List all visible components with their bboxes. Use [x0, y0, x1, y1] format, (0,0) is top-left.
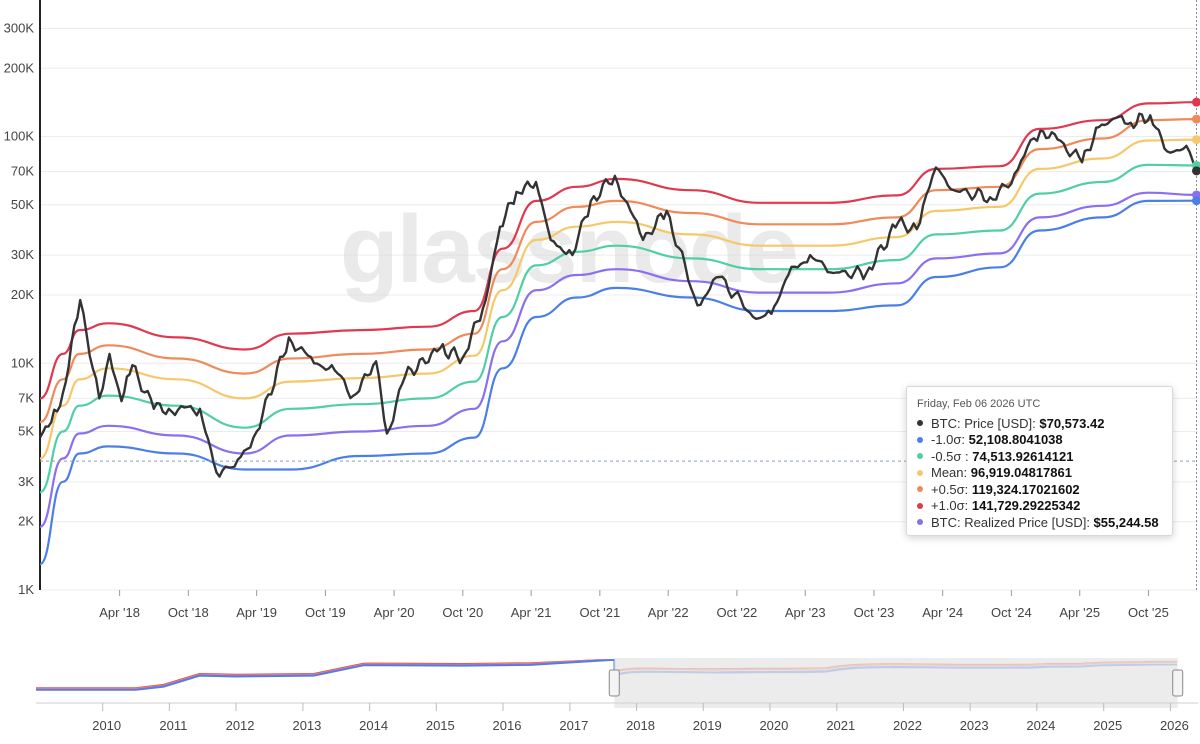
- tooltip-row-label: Mean:: [931, 465, 971, 480]
- tooltip-row-value: 141,729.29225342: [971, 498, 1081, 513]
- navigator-tick-label: 2019: [693, 718, 722, 733]
- navigator-tick-label: 2021: [826, 718, 855, 733]
- y-tick-label: 5K: [18, 424, 34, 439]
- tooltip-date: Friday, Feb 06 2026 UTC: [917, 398, 1041, 410]
- tooltip: Friday, Feb 06 2026 UTC BTC: Price [USD]…: [906, 386, 1173, 536]
- tooltip-row-value: $55,244.58: [1093, 514, 1159, 530]
- navigator-tick-label: 2015: [426, 718, 455, 733]
- legend-dot-icon: [917, 519, 923, 526]
- gridlines: [40, 27, 1198, 591]
- y-tick-label: 100K: [4, 129, 35, 144]
- tooltip-row-value: 119,324.17021602: [971, 481, 1080, 497]
- x-tick-label: Oct '23: [854, 605, 895, 620]
- end-marker-minus1: [1191, 196, 1200, 206]
- navigator-tick-label: 2010: [92, 718, 121, 733]
- x-tick-label: Oct '21: [579, 605, 620, 620]
- tooltip-row-label: BTC: Realized Price [USD]:: [931, 514, 1094, 530]
- tooltip-row-value: 52,108.8041038: [968, 432, 1063, 447]
- navigator-tick-label: 2017: [559, 718, 588, 733]
- navigator-tick-label: 2023: [960, 718, 989, 733]
- x-tick-label: Apr '25: [1059, 605, 1100, 620]
- navigator-tick-label: 2026: [1160, 718, 1189, 733]
- series-line-realized: [39, 191, 1197, 528]
- y-tick-label: 300K: [4, 20, 35, 35]
- legend-dot-icon: [917, 453, 923, 460]
- navigator-tick-label: 2020: [759, 718, 788, 733]
- x-tick-label: Oct '18: [168, 605, 209, 620]
- legend-dot-icon: [917, 502, 923, 509]
- x-tick-label: Apr '21: [511, 605, 552, 620]
- x-axis: Apr '18 Oct '18 Apr '19 Oct '19 Apr '20 Oct '…: [99, 590, 1169, 620]
- tooltip-row-label: BTC: Price [USD]:: [931, 415, 1040, 431]
- x-tick-label: Apr '20: [374, 605, 415, 620]
- tooltip-row: +1.0σ: 141,729.29225342: [917, 498, 1162, 515]
- tooltip-row: Mean: 96,919.04817861: [917, 465, 1162, 482]
- legend-dot-icon: [917, 469, 923, 476]
- tooltip-row: -1.0σ: 52,108.8041038: [917, 432, 1162, 449]
- tooltip-row: BTC: Price [USD]: $70,573.42: [917, 416, 1162, 433]
- navigator-handle-right[interactable]: [1172, 669, 1184, 697]
- legend-dot-icon: [917, 486, 923, 493]
- x-tick-label: Oct '24: [991, 605, 1032, 620]
- navigator-tick-label: 2012: [226, 718, 255, 733]
- end-marker-plus1: [1191, 97, 1200, 107]
- tooltip-row-label: -0.5σ :: [931, 448, 973, 464]
- navigator-tick-label: 2014: [359, 718, 388, 733]
- navigator-selection-window[interactable]: [614, 658, 1178, 708]
- navigator-handle-left[interactable]: [608, 669, 620, 697]
- tooltip-row: -0.5σ : 74,513.92614121: [917, 449, 1162, 466]
- x-tick-label: Apr '23: [785, 605, 826, 620]
- series-lines: [38, 101, 1198, 566]
- series-end-markers: [1191, 97, 1200, 206]
- navigator-tick-label: 2011: [159, 718, 187, 733]
- y-tick-label: 10K: [11, 355, 34, 370]
- y-tick-label: 1K: [18, 582, 34, 597]
- y-tick-label: 50K: [11, 197, 34, 212]
- y-tick-label: 2K: [18, 514, 34, 529]
- tooltip-row: BTC: Realized Price [USD]: $55,244.58: [917, 515, 1162, 532]
- tooltip-row: +0.5σ: 119,324.17021602: [917, 482, 1162, 499]
- navigator-tick-label: 2013: [292, 718, 321, 733]
- tooltip-row-label: -1.0σ:: [931, 432, 969, 447]
- end-marker-plus05: [1191, 114, 1200, 124]
- tooltip-row-value: $70,573.42: [1039, 415, 1105, 431]
- range-navigator[interactable]: 2010 2011 2012 2013 2014 2015 2016 2017 2018 2019…: [36, 658, 1198, 733]
- x-tick-label: Apr '19: [236, 605, 277, 620]
- series-line-plus1: [39, 101, 1197, 400]
- y-tick-label: 3K: [18, 474, 34, 489]
- y-tick-label: 200K: [4, 60, 35, 75]
- navigator-tick-label: 2016: [493, 718, 522, 733]
- tooltip-row-label: +1.0σ:: [931, 498, 972, 513]
- legend-dot-icon: [917, 420, 923, 427]
- x-tick-label: Apr '24: [922, 605, 963, 620]
- x-tick-label: Apr '18: [99, 605, 140, 620]
- series-line-minus05: [39, 163, 1197, 494]
- y-tick-label: 70K: [11, 164, 34, 179]
- tooltip-row-label: +0.5σ:: [931, 481, 972, 497]
- x-tick-label: Oct '25: [1128, 605, 1169, 620]
- navigator-axis: 2010 2011 2012 2013 2014 2015 2016 2017 2018 2019…: [92, 703, 1189, 733]
- end-marker-price: [1191, 166, 1200, 176]
- x-tick-label: Apr '22: [648, 605, 689, 620]
- series-line-mean: [39, 138, 1197, 460]
- x-tick-label: Oct '19: [305, 605, 346, 620]
- navigator-tick-label: 2018: [626, 718, 655, 733]
- legend-dot-icon: [917, 436, 923, 443]
- navigator-tick-label: 2022: [893, 718, 922, 733]
- tooltip-row-value: 74,513.92614121: [972, 448, 1074, 464]
- x-tick-label: Oct '20: [442, 605, 483, 620]
- y-tick-label: 7K: [18, 390, 34, 405]
- end-marker-mean: [1191, 135, 1200, 145]
- navigator-tick-label: 2024: [1026, 718, 1055, 733]
- y-axis: 1K 2K 3K 5K 7K 10K 20K 30K 50K 70K 100K 200K 300K: [4, 20, 35, 597]
- series-line-minus1: [39, 199, 1197, 566]
- tooltip-row-value: 96,919.04817861: [970, 465, 1072, 480]
- x-tick-label: Oct '22: [717, 605, 758, 620]
- y-tick-label: 20K: [11, 287, 34, 302]
- tooltip-rows: BTC: Price [USD]: $70,573.42 -1.0σ: 52,10…: [917, 416, 1162, 532]
- navigator-tick-label: 2025: [1093, 718, 1122, 733]
- series-line-price: [38, 112, 1198, 478]
- y-tick-label: 30K: [11, 247, 34, 262]
